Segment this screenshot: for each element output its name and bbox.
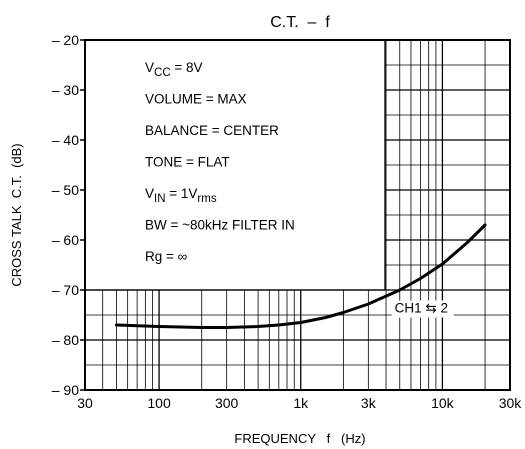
y-tick-label: – 90 (52, 382, 79, 398)
condition-text: Rg = ∞ (145, 249, 188, 264)
plot-border (84, 39, 511, 391)
series-line (114, 223, 487, 329)
chart-title: C.T. – f (270, 14, 330, 31)
y-tick-label: – 50 (52, 182, 79, 198)
series-label-bg (391, 300, 454, 318)
series-label: CH1 ⇆ 2 (395, 301, 448, 316)
series-layer (114, 223, 487, 329)
condition-text: VIN = 1Vrms (145, 186, 217, 205)
y-tick-label: – 80 (52, 332, 79, 348)
x-tick-label: 10k (431, 395, 455, 411)
y-tick-label: – 60 (52, 232, 79, 248)
x-tick-label: 3k (361, 395, 377, 411)
condition-text: VOLUME = MAX (145, 92, 247, 107)
x-tick-label: 30k (499, 395, 523, 411)
y-axis-label: CROSS TALK C.T. (dB) (9, 143, 24, 286)
x-tick-label: 30 (77, 395, 93, 411)
y-tick-label: – 70 (52, 282, 79, 298)
x-tick-label: 1k (293, 395, 309, 411)
plot-frame (80, 39, 511, 391)
x-tick-label: 100 (147, 395, 171, 411)
x-tick-label: 300 (215, 395, 239, 411)
condition-text: TONE = FLAT (145, 155, 230, 170)
condition-text: BW = ~80kHz FILTER IN (145, 218, 295, 233)
condition-text: VCC = 8V (145, 60, 203, 79)
condition-text: BALANCE = CENTER (145, 123, 279, 138)
y-tick-label: – 20 (52, 32, 79, 48)
x-axis-label: FREQUENCY f (Hz) (234, 431, 365, 446)
y-tick-label: – 30 (52, 82, 79, 98)
y-tick-label: – 40 (52, 132, 79, 148)
